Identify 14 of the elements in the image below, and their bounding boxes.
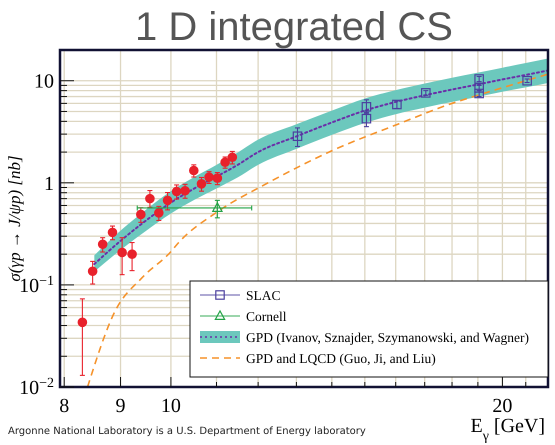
x-tick-label: 20 — [492, 395, 512, 417]
x-tick-label: 8 — [59, 395, 70, 417]
x-tick-label: 9 — [116, 395, 126, 417]
x-tick-label: 10 — [160, 395, 181, 417]
legend-label: GPD (Ivanov, Sznajder, Szymanowski, and Wagner) — [246, 330, 529, 345]
legend-label: SLAC — [246, 288, 281, 303]
y-tick-label: 10 — [34, 70, 54, 93]
y-tick-label: 1 — [44, 172, 54, 195]
x-axis-title: E$_{γ}$ [GeV] — [470, 415, 545, 444]
text: Argonne National Laboratory is a U.S. Department of Energy laboratory — [8, 426, 366, 437]
legend-label: GPD and LQCD (Guo, Ji, and Liu) — [246, 351, 436, 366]
y-tick-label: 10$^{−2}$ — [19, 376, 54, 399]
chart-title: 1 D integrated CS — [135, 5, 453, 49]
legend-label: Cornell — [246, 309, 287, 324]
